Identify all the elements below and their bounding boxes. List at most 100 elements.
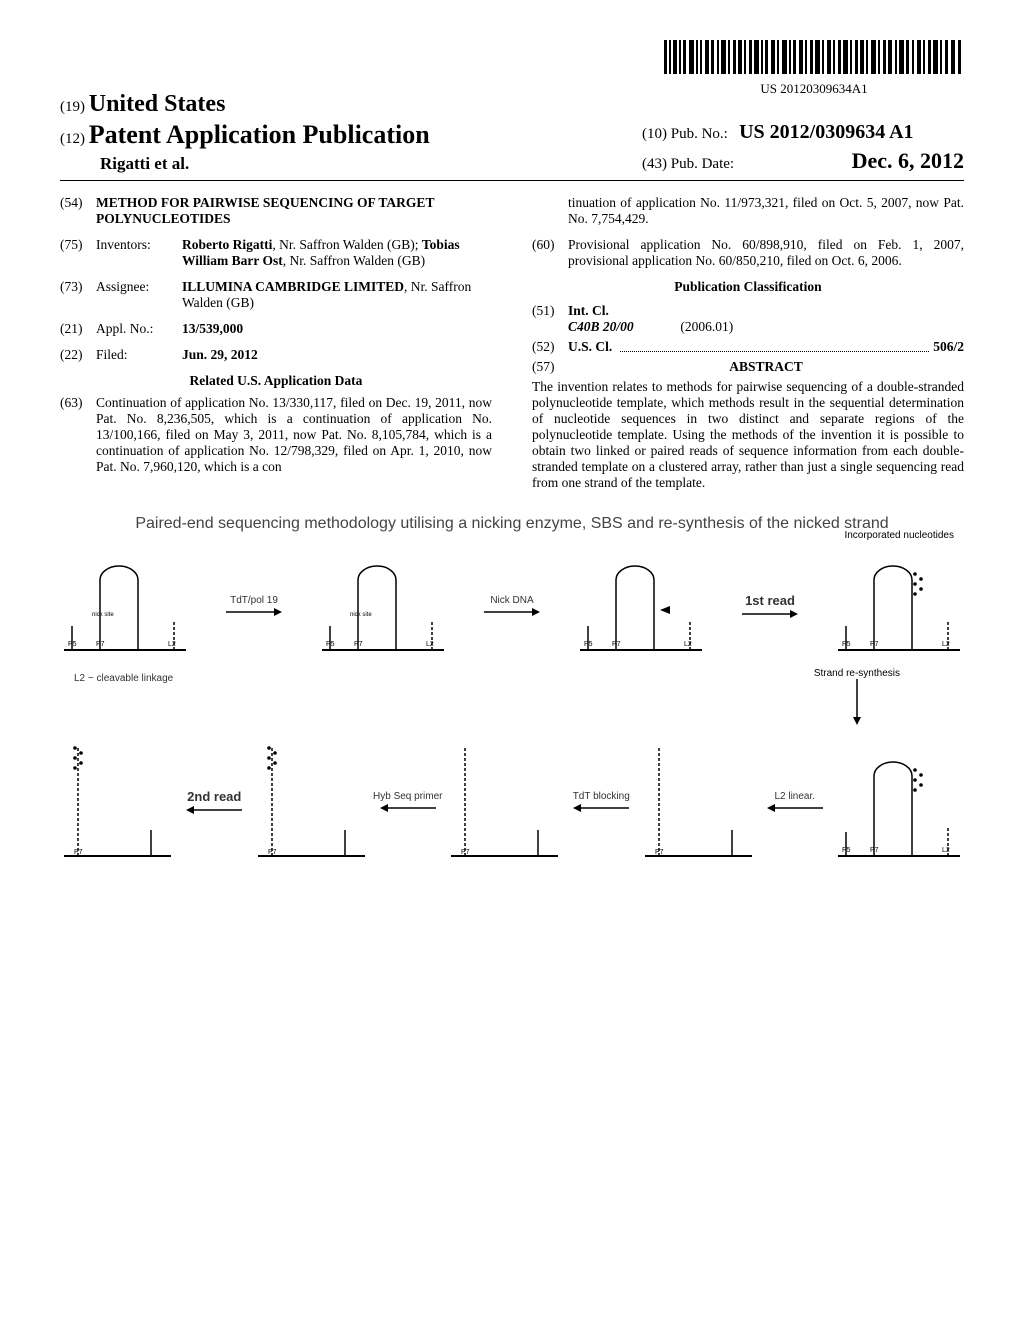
pub-no: US 2012/0309634 A1: [739, 121, 913, 143]
arrow-5: Hyb Seq primer: [369, 791, 448, 812]
cont-text: Continuation of application No. 13/330,1…: [96, 395, 492, 475]
appl-label: Appl. No.:: [96, 321, 182, 337]
biblio: (54) METHOD FOR PAIRWISE SEQUENCING OF T…: [60, 195, 964, 491]
arrow-1: TdT/pol 19: [190, 595, 318, 616]
filed-num: (22): [60, 347, 96, 363]
appl-num: (21): [60, 321, 96, 337]
svg-text:nick site: nick site: [92, 612, 114, 618]
svg-text:P5: P5: [842, 641, 851, 648]
svg-text:P7: P7: [96, 641, 105, 648]
barcode-text: US 20120309634A1: [664, 81, 964, 97]
header-right: (10) Pub. No.: US 2012/0309634 A1 (43) P…: [642, 121, 964, 174]
arrow-6: TdT blocking: [562, 791, 641, 812]
panel-3: P5P7L2: [576, 548, 706, 663]
left-column: (54) METHOD FOR PAIRWISE SEQUENCING OF T…: [60, 195, 492, 491]
prov-text: Provisional application No. 60/898,910, …: [568, 237, 964, 269]
arrow-label-2: Nick DNA: [490, 595, 533, 606]
inventor1-loc: , Nr. Saffron Walden (GB);: [272, 237, 422, 252]
arrow-label-4: 2nd read: [187, 789, 241, 804]
svg-text:P5: P5: [842, 847, 851, 854]
side-arrow: Strand re-synthesis: [814, 668, 900, 728]
arrow-4: 2nd read: [175, 789, 254, 814]
prov-num: (60): [532, 237, 568, 269]
cont-num: (63): [60, 395, 96, 475]
doc-prefix: (12): [60, 131, 85, 147]
inventors-label: Inventors:: [96, 237, 182, 269]
cont-text2: tinuation of application No. 11/973,321,…: [568, 195, 964, 227]
arrow-label-6: TdT blocking: [573, 791, 630, 802]
uscl-label: U.S. Cl.: [568, 339, 612, 355]
panel-6: P7: [254, 734, 369, 869]
arrow-down-icon: [852, 679, 862, 725]
filed-label: Filed:: [96, 347, 182, 363]
corner-label-text: Incorporated nucleotides: [844, 530, 954, 541]
svg-text:P7: P7: [74, 849, 83, 856]
arrow-right-icon: [226, 608, 282, 616]
appl-val: 13/539,000: [182, 321, 243, 336]
title-num: (54): [60, 195, 96, 227]
country: United States: [89, 91, 226, 117]
arrow-left-icon: [767, 804, 823, 812]
svg-text:P7: P7: [354, 641, 363, 648]
svg-text:nick site: nick site: [350, 612, 372, 618]
svg-text:L2: L2: [168, 641, 176, 648]
arrow-label-5: Hyb Seq primer: [373, 791, 442, 802]
svg-text:P7: P7: [870, 847, 879, 854]
intcl-num: (51): [532, 303, 568, 335]
divider: [60, 180, 964, 181]
side-arrow-label: Strand re-synthesis: [814, 668, 900, 679]
arrow-label-1: TdT/pol 19: [230, 595, 278, 606]
panel-4: P5P7L2: [834, 548, 964, 663]
doc-type: Patent Application Publication: [89, 120, 430, 149]
abs-head: ABSTRACT: [729, 359, 803, 374]
abstract-text: The invention relates to methods for pai…: [532, 379, 964, 491]
filed-val: Jun. 29, 2012: [182, 347, 258, 362]
assignee-num: (73): [60, 279, 96, 311]
figure: Paired-end sequencing methodology utilis…: [60, 513, 964, 870]
uscl-val: 506/2: [933, 339, 964, 355]
uscl-num: (52): [532, 339, 568, 355]
barcode-icon: [664, 40, 964, 74]
authors: Rigatti et al.: [100, 154, 430, 174]
arrow-left-icon: [186, 806, 242, 814]
arrow-2: Nick DNA: [448, 595, 576, 616]
related-head: Related U.S. Application Data: [60, 373, 492, 389]
arrow-right-icon: [484, 608, 540, 616]
arrow-left-icon: [573, 804, 629, 812]
class-head: Publication Classification: [532, 279, 964, 295]
svg-text:P7: P7: [461, 849, 470, 856]
assignee-val: ILLUMINA CAMBRIDGE LIMITED, Nr. Saffron …: [182, 279, 492, 311]
pub-date-label: Pub. Date:: [671, 156, 734, 172]
arrow-left-icon: [380, 804, 436, 812]
abs-num: (57): [532, 359, 568, 375]
svg-text:L2: L2: [426, 641, 434, 648]
intcl-year: (2006.01): [680, 319, 733, 334]
barcode-block: US 20120309634A1: [664, 40, 964, 97]
svg-text:P5: P5: [584, 641, 593, 648]
panel-5: P7: [60, 734, 175, 869]
inventors-val: Roberto Rigatti, Nr. Saffron Walden (GB)…: [182, 237, 492, 269]
figure-row-2: P7 2nd read P7 Hyb Seq primer P7 TdT blo…: [60, 734, 964, 869]
pub-no-label: Pub. No.:: [671, 126, 728, 142]
intcl-label: Int. Cl.: [568, 303, 609, 318]
intcl-code: C40B 20/00: [568, 319, 634, 334]
arrow-3: 1st read: [706, 593, 834, 618]
svg-text:P5: P5: [68, 641, 77, 648]
assignee-name: ILLUMINA CAMBRIDGE LIMITED: [182, 279, 404, 294]
inventor1: Roberto Rigatti: [182, 237, 272, 252]
country-prefix: (19): [60, 99, 85, 115]
svg-text:P7: P7: [655, 849, 664, 856]
pub-date: Dec. 6, 2012: [852, 148, 964, 173]
inventor2-loc: , Nr. Saffron Walden (GB): [283, 253, 425, 268]
pub-no-prefix: (10): [642, 126, 667, 142]
header-left: (19) United States (12) Patent Applicati…: [60, 91, 430, 174]
panel-2: P5P7nick siteL2: [318, 548, 448, 663]
assignee-label: Assignee:: [96, 279, 182, 311]
right-column: tinuation of application No. 11/973,321,…: [532, 195, 964, 491]
panel-8: P7: [641, 734, 756, 869]
svg-text:L2: L2: [942, 641, 950, 648]
panel-9: P5P7L2: [834, 734, 964, 869]
arrow-7: L2 linear.: [756, 791, 835, 812]
svg-text:P7: P7: [268, 849, 277, 856]
corner-label: Incorporated nucleotides: [844, 530, 954, 541]
